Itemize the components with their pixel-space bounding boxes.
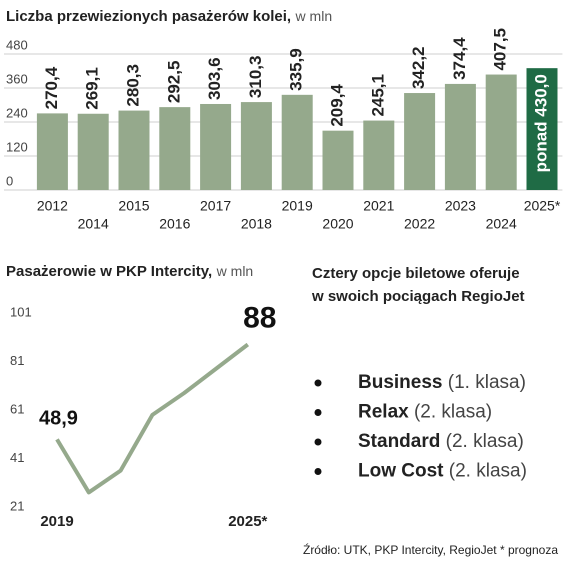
x-tick-label: 2019 (282, 198, 313, 214)
bar (77, 113, 109, 190)
y-tick-label: 21 (10, 498, 24, 513)
list-item: Relax (2. klasa) (358, 402, 492, 423)
x-tick-label: 2020 (322, 216, 353, 232)
y-tick-label: 61 (10, 401, 24, 416)
line (55, 342, 250, 495)
x-tick-label: 2014 (78, 216, 109, 232)
bullet (314, 379, 322, 387)
bar (240, 102, 272, 190)
value-label: 270,4 (42, 66, 61, 109)
bullet (314, 409, 322, 416)
list-item: Standard (2. klasa) (358, 431, 524, 452)
x-tick-label: 2023 (445, 198, 476, 214)
item-name: Standard (358, 431, 440, 452)
y-tick-label: 101 (10, 304, 32, 319)
item-name: Low Cost (358, 461, 444, 482)
x-tick-label: 2017 (200, 198, 231, 214)
y-tick-label: 120 (6, 139, 28, 154)
bar (485, 74, 517, 190)
title: Liczba przewiezionych pasażerów kolei, (6, 8, 291, 25)
bar (36, 113, 68, 190)
panel-title: w swoich pociągach RegioJet (311, 288, 525, 305)
bar (526, 68, 558, 190)
value-label: 342,2 (409, 46, 428, 89)
list-item: Business (1. klasa) (358, 372, 526, 393)
bar (363, 120, 395, 190)
y-tick-label: 240 (6, 105, 28, 120)
item-detail: (1. klasa) (448, 372, 526, 393)
item-name: Business (358, 372, 442, 393)
y-tick-label: 480 (6, 37, 28, 52)
source: Źródło: UTK, PKP Intercity, RegioJet * p… (303, 542, 558, 557)
unit: w mln (216, 263, 254, 279)
item-detail: (2. klasa) (446, 431, 524, 452)
item-detail: (2. klasa) (449, 461, 527, 482)
bar (159, 107, 191, 190)
chart-title: Liczba przewiezionych pasażerów kolei, w… (6, 8, 332, 26)
panel-title: Cztery opcje biletowe oferuje (312, 265, 520, 282)
x-tick-label: 2025* (228, 513, 267, 530)
title: Pasażerowie w PKP Intercity, (6, 263, 212, 280)
x-tick-label: 2019 (40, 513, 73, 530)
x-tick-label: 2012 (37, 198, 68, 214)
x-tick-label: 2022 (404, 216, 435, 232)
y-tick-label: 81 (10, 353, 24, 368)
value-label: 48,9 (39, 408, 78, 430)
x-tick-label: 2016 (159, 216, 190, 232)
value-label: 303,6 (205, 57, 224, 100)
value-label: ponad 430,0 (531, 74, 550, 172)
value-label: 269,1 (83, 67, 102, 110)
bar (281, 94, 313, 190)
item-name: Relax (358, 402, 409, 423)
bar (444, 83, 476, 190)
bullet (314, 438, 322, 446)
bar (322, 130, 354, 190)
x-tick-label: 2024 (486, 216, 517, 232)
chart-title: Pasażerowie w PKP Intercity, w mln (6, 263, 253, 281)
item-detail: (2. klasa) (414, 402, 492, 423)
x-tick-label: 2025* (524, 198, 561, 214)
value-label: 209,4 (327, 84, 346, 127)
x-tick-label: 2015 (118, 198, 149, 214)
unit: w mln (295, 8, 333, 24)
value-label: 407,5 (491, 28, 510, 71)
y-tick-label: 41 (10, 450, 24, 465)
bar (404, 93, 436, 190)
value-label: 374,4 (450, 37, 469, 80)
value-label: 335,9 (287, 48, 306, 91)
bar (118, 110, 150, 190)
value-label: 310,3 (246, 56, 265, 99)
y-tick-label: 0 (6, 173, 13, 188)
y-tick-label: 360 (6, 71, 28, 86)
value-label: 280,3 (123, 64, 142, 107)
value-label: 88 (243, 301, 276, 334)
bullet (314, 468, 322, 475)
list-item: Low Cost (2. klasa) (358, 461, 527, 482)
x-tick-label: 2018 (241, 216, 272, 232)
bar (200, 103, 232, 190)
value-label: 292,5 (164, 61, 183, 104)
x-tick-label: 2021 (363, 198, 394, 214)
value-label: 245,1 (368, 74, 387, 117)
